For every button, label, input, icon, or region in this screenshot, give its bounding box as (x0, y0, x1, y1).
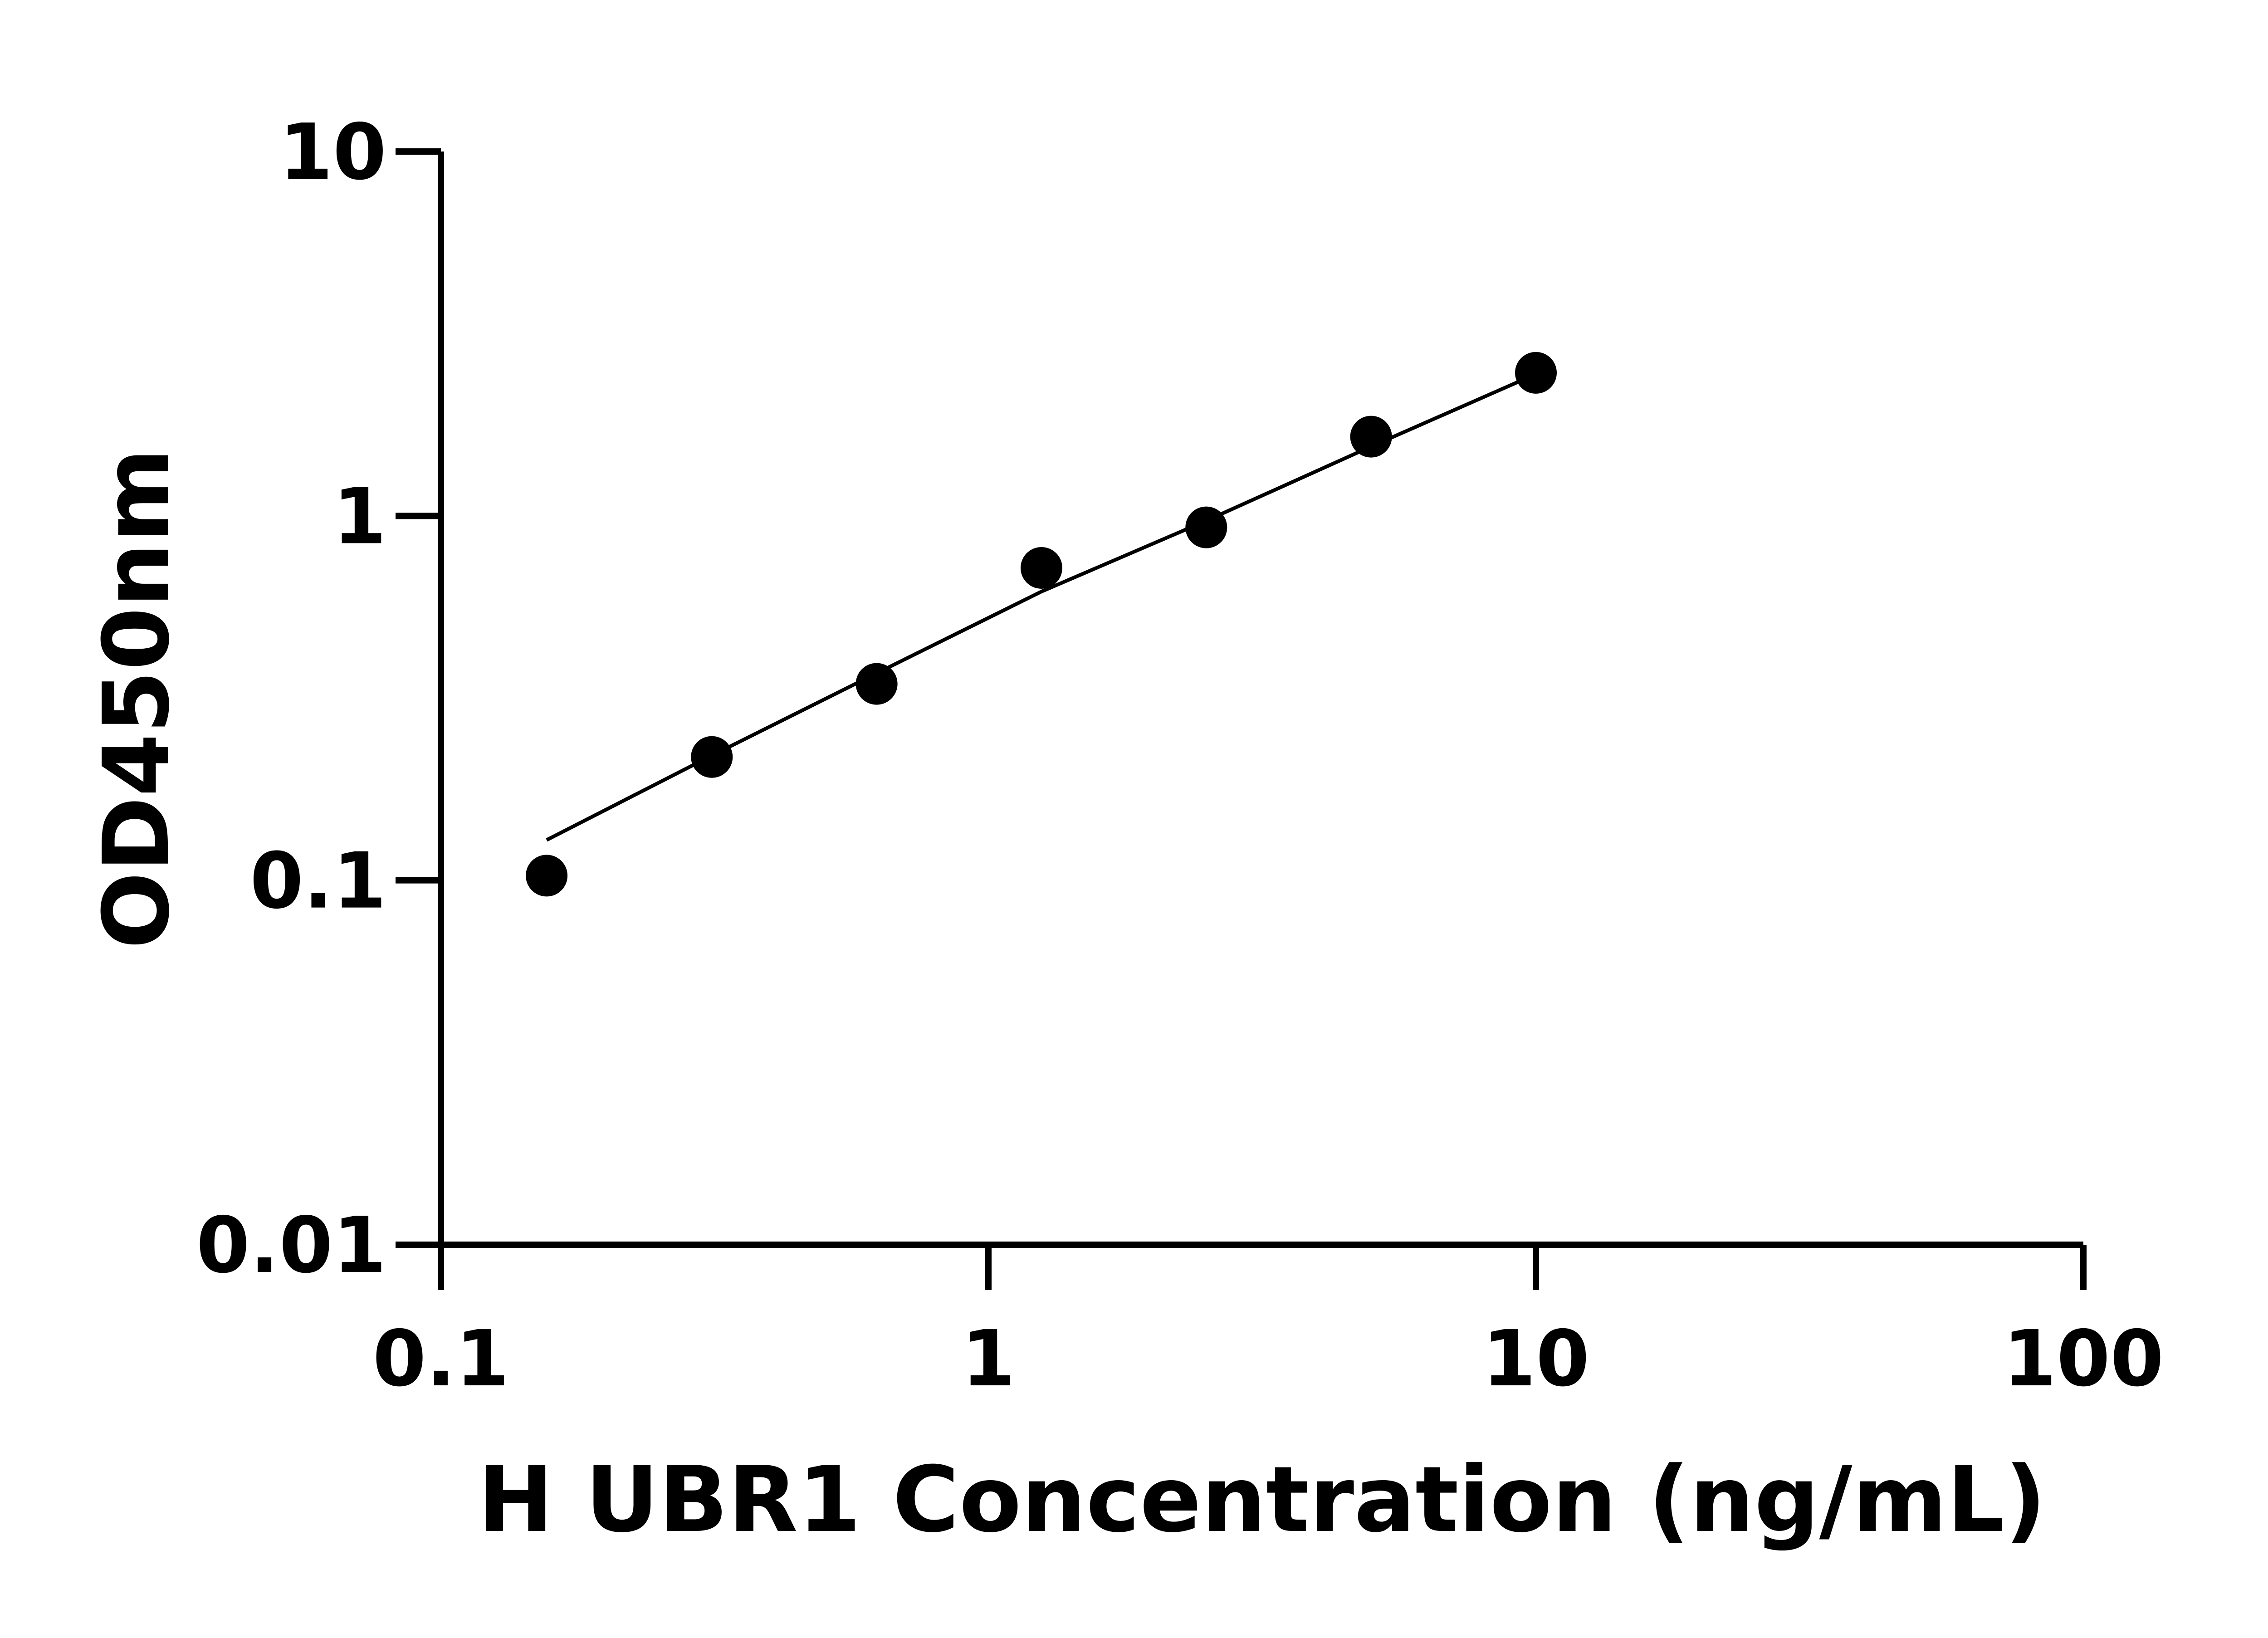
y-tick-label: 1 (333, 472, 386, 562)
y-axis-label: OD450nm (84, 448, 190, 949)
y-tick-label: 0.1 (250, 836, 386, 926)
x-axis-label: H UBR1 Concentration (ng/mL) (478, 1447, 2046, 1553)
x-tick-label: 10 (1482, 1314, 1590, 1404)
x-tick-label: 1 (962, 1314, 1015, 1404)
data-point (855, 663, 898, 705)
x-tick-label: 100 (2003, 1314, 2164, 1404)
data-point (1020, 547, 1062, 589)
y-tick-label: 10 (279, 108, 386, 197)
axes: 0.1 1 10 100 0.01 0.1 1 10 (196, 108, 2164, 1404)
data-point (1185, 506, 1227, 548)
y-tick-label: 0.01 (196, 1201, 386, 1291)
data-point (1350, 416, 1392, 458)
data-points (526, 352, 1557, 897)
data-point (691, 736, 733, 778)
data-point (1515, 352, 1557, 394)
x-tick-label: 0.1 (372, 1314, 509, 1404)
data-point (526, 855, 568, 897)
